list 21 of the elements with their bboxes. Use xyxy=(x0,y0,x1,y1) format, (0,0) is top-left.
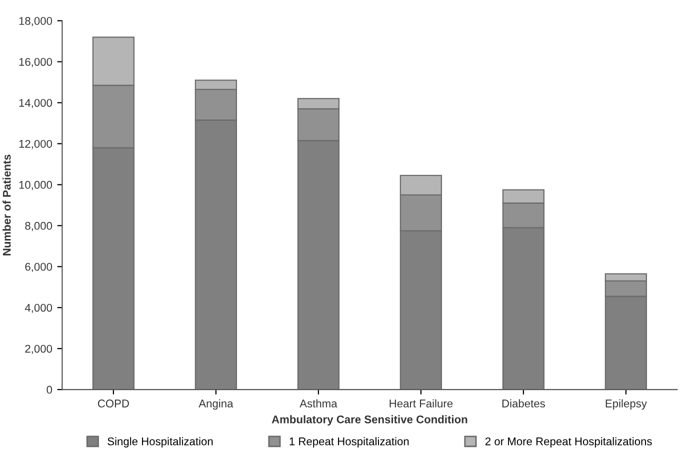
x-tick-label: Epilepsy xyxy=(606,399,647,410)
y-tick-label: 10,000 xyxy=(19,180,52,190)
y-tick-label: 4,000 xyxy=(24,304,52,314)
y-tick-label: 12,000 xyxy=(19,140,52,150)
x-tick-label: Heart Failure xyxy=(390,399,453,408)
x-tick-label: Asthma xyxy=(300,399,338,408)
x-axis-title: Ambulatory Care Sensitive Condition xyxy=(272,415,468,426)
x-tick-label: Angina xyxy=(198,399,234,410)
x-tick-label: COPD xyxy=(98,400,129,408)
y-tick-label: 0 xyxy=(46,386,52,394)
y-tick-label: 2,000 xyxy=(25,344,52,354)
legend-label: 2 or More Repeat Hospitalizations xyxy=(485,437,652,448)
legend-label: Single Hospitalization xyxy=(108,437,213,448)
y-tick-label: 14,000 xyxy=(19,98,52,108)
x-tick-label: Diabetes xyxy=(502,399,545,408)
y-axis-title: Number of Patients xyxy=(2,154,11,256)
legend-label: 1 Repeat Hospitalization xyxy=(290,437,409,448)
y-tick-label: 18,000 xyxy=(19,17,52,26)
y-tick-label: 16,000 xyxy=(19,58,52,68)
y-tick-label: 8,000 xyxy=(25,222,52,232)
y-tick-label: 6,000 xyxy=(25,262,52,272)
